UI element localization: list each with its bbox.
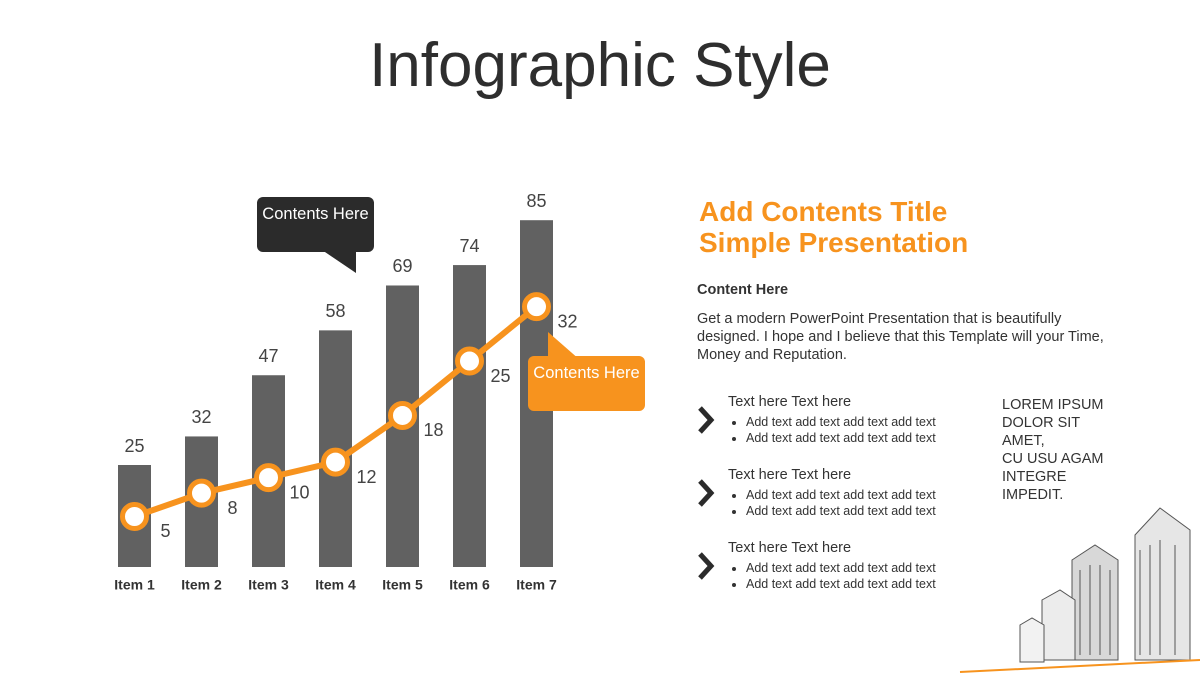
line-marker [321,447,350,477]
item-heading: Text here Text here [728,467,852,483]
value-label: 32 [191,407,211,427]
chevron [698,552,715,580]
value-label: 25 [124,436,144,456]
line-marker [455,346,484,376]
line-marker [254,463,283,493]
item-heading: Text here Text here [728,540,852,556]
item: Text here Text here Add text add text add… [728,394,936,446]
x-tick-label: Item 3 [248,577,289,593]
value-label: 25 [490,366,510,386]
value-label: 58 [325,301,345,321]
x-tick-label: Item 6 [449,577,490,593]
callout-tail [322,250,356,273]
value-label: 32 [557,311,577,331]
callout: Contents Here [528,356,645,411]
value-label: 12 [356,467,376,487]
side-text: AMET, [1002,433,1045,449]
value-label: 74 [459,236,479,256]
line-marker [187,478,216,508]
bullet: Add text add text add text add text [746,503,936,519]
chevron [698,406,715,434]
bullet: Add text add text add text add text [746,487,936,503]
side-text: DOLOR SIT [1002,415,1081,431]
side-text: LOREM IPSUM [1002,397,1104,413]
side-text: CU USU AGAM [1002,451,1104,467]
callout-tail [548,332,580,360]
line-marker [120,501,149,531]
x-tick-label: Item 4 [315,577,356,593]
chevron [698,479,715,507]
value-label: 85 [526,191,546,211]
bullet-list: Add text add text add text add textAdd t… [728,560,936,592]
line-marker [522,292,551,322]
x-tick-label: Item 1 [114,577,155,593]
bullet-list: Add text add text add text add textAdd t… [728,487,936,519]
value-label: 10 [289,482,309,502]
item: Text here Text here Add text add text add… [728,540,936,592]
item: Text here Text here Add text add text add… [728,467,936,519]
value-label: 47 [258,346,278,366]
side-text: IMPEDIT. [1002,487,1064,503]
x-tick-label: Item 7 [516,577,557,593]
item-heading: Text here Text here [728,394,852,410]
bullet: Add text add text add text add text [746,560,936,576]
panel-subtitle: Content Here [697,282,789,298]
callout: Contents Here [257,197,374,252]
bar [453,265,486,567]
bullet-list: Add text add text add text add textAdd t… [728,414,936,446]
value-label: 69 [392,256,412,276]
bullet: Add text add text add text add text [746,430,936,446]
value-label: 18 [423,420,443,440]
panel-title: Simple Presentation [699,227,969,258]
bullet: Add text add text add text add text [746,414,936,430]
side-text: INTEGRE [1002,469,1067,485]
value-label: 8 [227,498,237,518]
bullet: Add text add text add text add text [746,576,936,592]
x-tick-label: Item 5 [382,577,423,593]
slide-title: Infographic Style [369,31,831,100]
panel-paragraph: Get a modern PowerPoint Presentation tha… [697,311,1104,363]
panel-title: Add Contents Title [699,196,948,227]
x-tick-label: Item 2 [181,577,222,593]
line-marker [388,400,417,430]
building-decoration [959,507,1200,673]
value-label: 5 [160,521,170,541]
